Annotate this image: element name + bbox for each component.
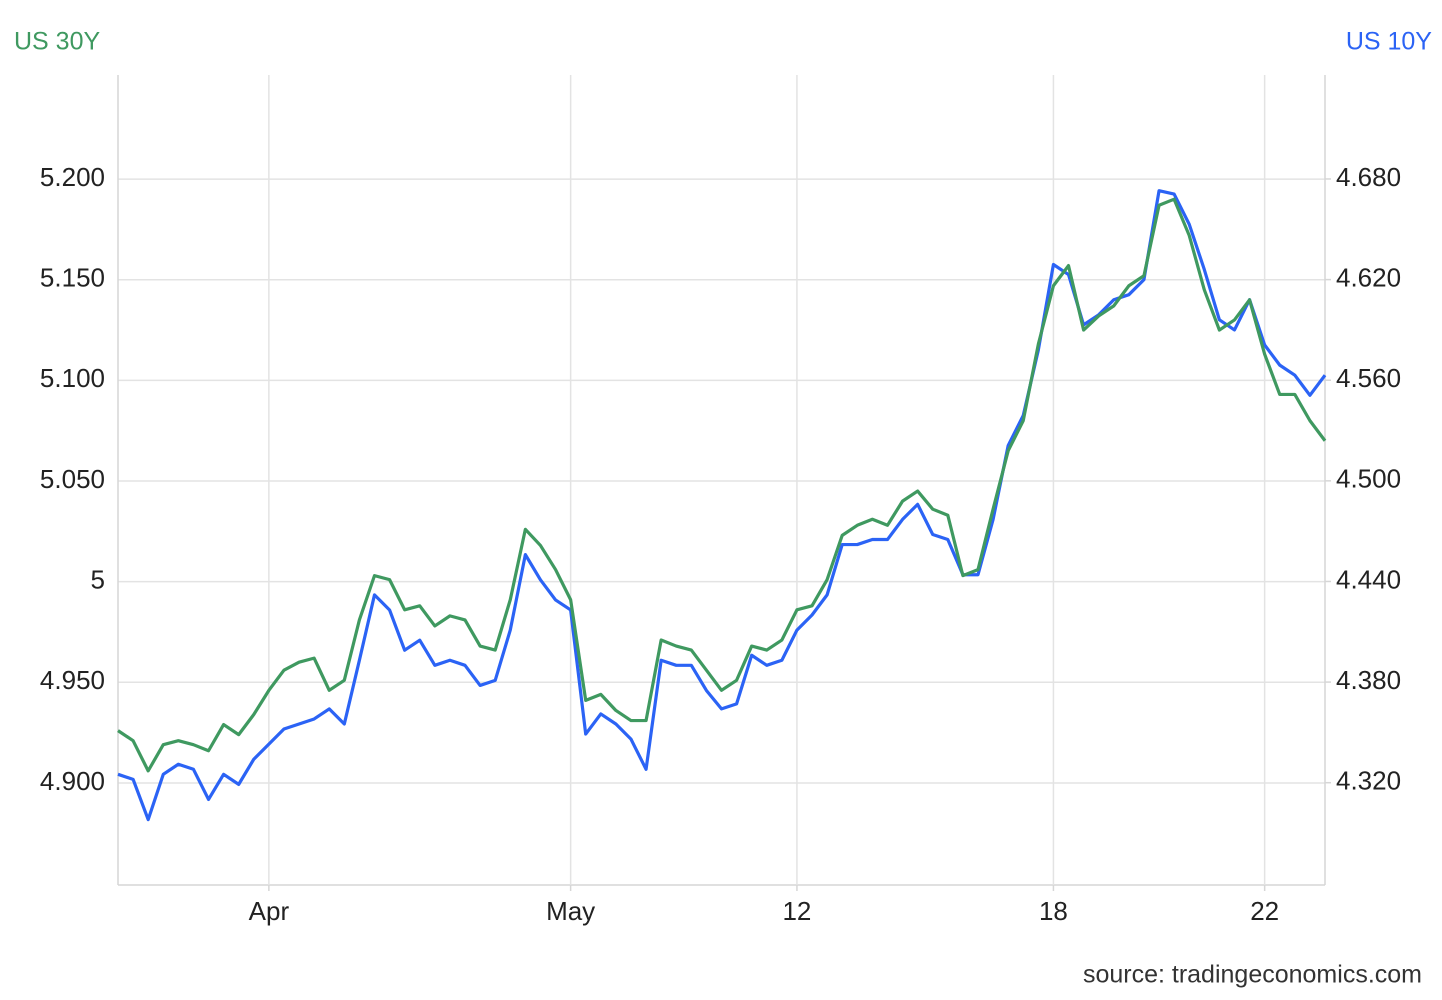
x-tick-label: May bbox=[546, 896, 595, 926]
y-tick-label: 5 bbox=[91, 565, 105, 595]
x-tick-label: 22 bbox=[1250, 896, 1279, 926]
series-line bbox=[117, 197, 1327, 773]
legend-label: US 10Y bbox=[1346, 28, 1432, 56]
y-tick-label: 4.900 bbox=[40, 766, 105, 796]
x-tick-label: Apr bbox=[249, 896, 290, 926]
y2-tick-label: 4.560 bbox=[1336, 363, 1401, 393]
y2-tick-label: 4.620 bbox=[1336, 262, 1401, 292]
y-tick-label: 5.200 bbox=[40, 162, 105, 192]
x-tick-label: 12 bbox=[782, 896, 811, 926]
x-tick-label: 18 bbox=[1039, 896, 1068, 926]
y2-tick-label: 4.500 bbox=[1336, 464, 1401, 494]
series-line bbox=[117, 189, 1327, 822]
y-tick-label: 5.100 bbox=[40, 363, 105, 393]
y2-tick-label: 4.440 bbox=[1336, 564, 1401, 594]
y-tick-label: 5.150 bbox=[40, 263, 105, 293]
y-tick-label: 5.050 bbox=[40, 464, 105, 494]
y2-tick-label: 4.320 bbox=[1336, 766, 1401, 796]
source-note: source: tradingeconomics.com bbox=[1083, 961, 1422, 989]
legend-label: US 30Y bbox=[14, 28, 100, 56]
y-tick-label: 4.950 bbox=[40, 665, 105, 695]
y2-tick-label: 4.680 bbox=[1336, 162, 1401, 192]
y2-tick-label: 4.380 bbox=[1336, 665, 1401, 695]
